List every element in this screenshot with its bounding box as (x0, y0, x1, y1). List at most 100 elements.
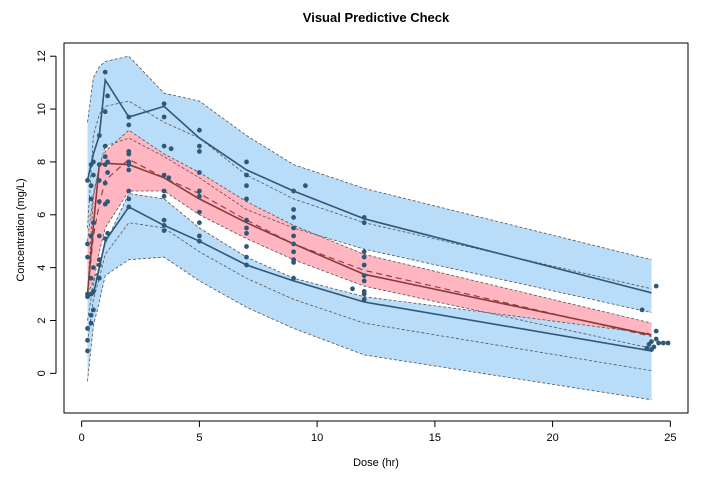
observation-point (126, 167, 132, 173)
observation-point (91, 220, 96, 226)
y-axis-label: Concentration (mg/L) (15, 178, 27, 281)
observation-point (660, 340, 666, 346)
x-tick-label: 25 (664, 432, 676, 444)
observation-point (197, 149, 202, 154)
observation-point (361, 273, 367, 278)
observation-point (88, 275, 94, 281)
band-upper-upper-line (87, 55, 652, 261)
x-tick-label: 15 (429, 432, 441, 444)
observation-point (649, 339, 654, 344)
band-median-upper-line (87, 129, 652, 324)
observation-point (88, 233, 94, 239)
observation-point (102, 143, 108, 149)
y-tick-label: 0 (36, 370, 48, 376)
observation-point (88, 183, 94, 189)
band-median (87, 130, 652, 349)
observation-point (161, 114, 167, 120)
observation-point (639, 307, 645, 313)
observation-point (126, 149, 132, 154)
observed-line-2 (86, 162, 652, 336)
observation-point (105, 230, 110, 236)
axes: 0 5 10 15 20 25 0 2 4 6 8 10 12 (36, 42, 689, 444)
observation-point (126, 196, 132, 202)
observation-point (291, 207, 296, 212)
x-tick-label: 5 (196, 432, 202, 444)
y-tick-label: 6 (36, 212, 48, 218)
observation-point (350, 286, 355, 292)
observation-point (102, 69, 108, 75)
plot-frame (63, 42, 689, 414)
observation-point (651, 344, 657, 350)
observation-point (644, 345, 650, 351)
band-lower-median-line (87, 222, 652, 372)
observation-point (244, 196, 249, 202)
observation-point (102, 236, 108, 242)
observation-point (291, 249, 296, 255)
observation-point (161, 143, 167, 149)
y-tick-label: 8 (36, 159, 48, 165)
observation-point (91, 172, 96, 178)
observation-point (197, 238, 202, 244)
observation-point (197, 127, 202, 133)
band-median-lower-line (87, 190, 652, 349)
observation-point (91, 289, 96, 294)
observation-point (161, 188, 167, 194)
observation-point (244, 217, 249, 223)
observation-point (126, 188, 132, 194)
observation-point (126, 122, 132, 128)
observation-point (197, 143, 202, 149)
observation-point (102, 109, 108, 115)
observation-point (244, 254, 249, 260)
observation-point (197, 170, 202, 175)
observed-line-1 (86, 77, 652, 294)
observation-point (96, 162, 102, 168)
chart-title: Visual Predictive Check (303, 10, 450, 25)
observation-point (161, 217, 167, 223)
observation-point (168, 146, 174, 152)
observation-point (85, 254, 90, 260)
band-lower (87, 193, 652, 400)
observation-point (244, 262, 249, 268)
observation-point (96, 257, 102, 263)
observation-point (105, 170, 110, 175)
observation-point (244, 244, 249, 249)
observation-point (85, 178, 90, 183)
observation-point (96, 262, 102, 268)
observation-point (91, 265, 96, 270)
observation-point (291, 257, 296, 263)
observation-point (361, 297, 367, 302)
observation-point (653, 283, 659, 289)
observation-point (291, 275, 296, 281)
observation-point (291, 215, 296, 220)
observation-point (85, 241, 90, 247)
observation-point (303, 183, 308, 189)
observation-point (361, 249, 367, 255)
observation-point (96, 199, 102, 205)
observation-point (85, 291, 90, 297)
y-tick-label: 2 (36, 317, 48, 323)
observation-point (244, 230, 249, 236)
observation-point (166, 175, 172, 181)
observation-point (161, 223, 167, 228)
observation-point (126, 204, 132, 210)
observation-point (361, 254, 367, 260)
observation-point (88, 320, 94, 326)
observation-point (244, 183, 249, 189)
observation-point (96, 178, 102, 183)
x-tick-label: 20 (546, 432, 558, 444)
observation-point (291, 241, 296, 247)
observation-point (85, 326, 90, 331)
x-tick-label: 10 (311, 432, 323, 444)
band-upper-median-line (87, 100, 652, 290)
band-upper (87, 56, 652, 313)
observation-point (126, 159, 132, 165)
observation-point (361, 262, 367, 268)
observation-point (96, 275, 102, 281)
observation-point (656, 340, 661, 346)
observation-point (291, 188, 296, 194)
observation-point (197, 209, 202, 215)
observation-point (653, 328, 659, 334)
observation-point (653, 336, 659, 342)
